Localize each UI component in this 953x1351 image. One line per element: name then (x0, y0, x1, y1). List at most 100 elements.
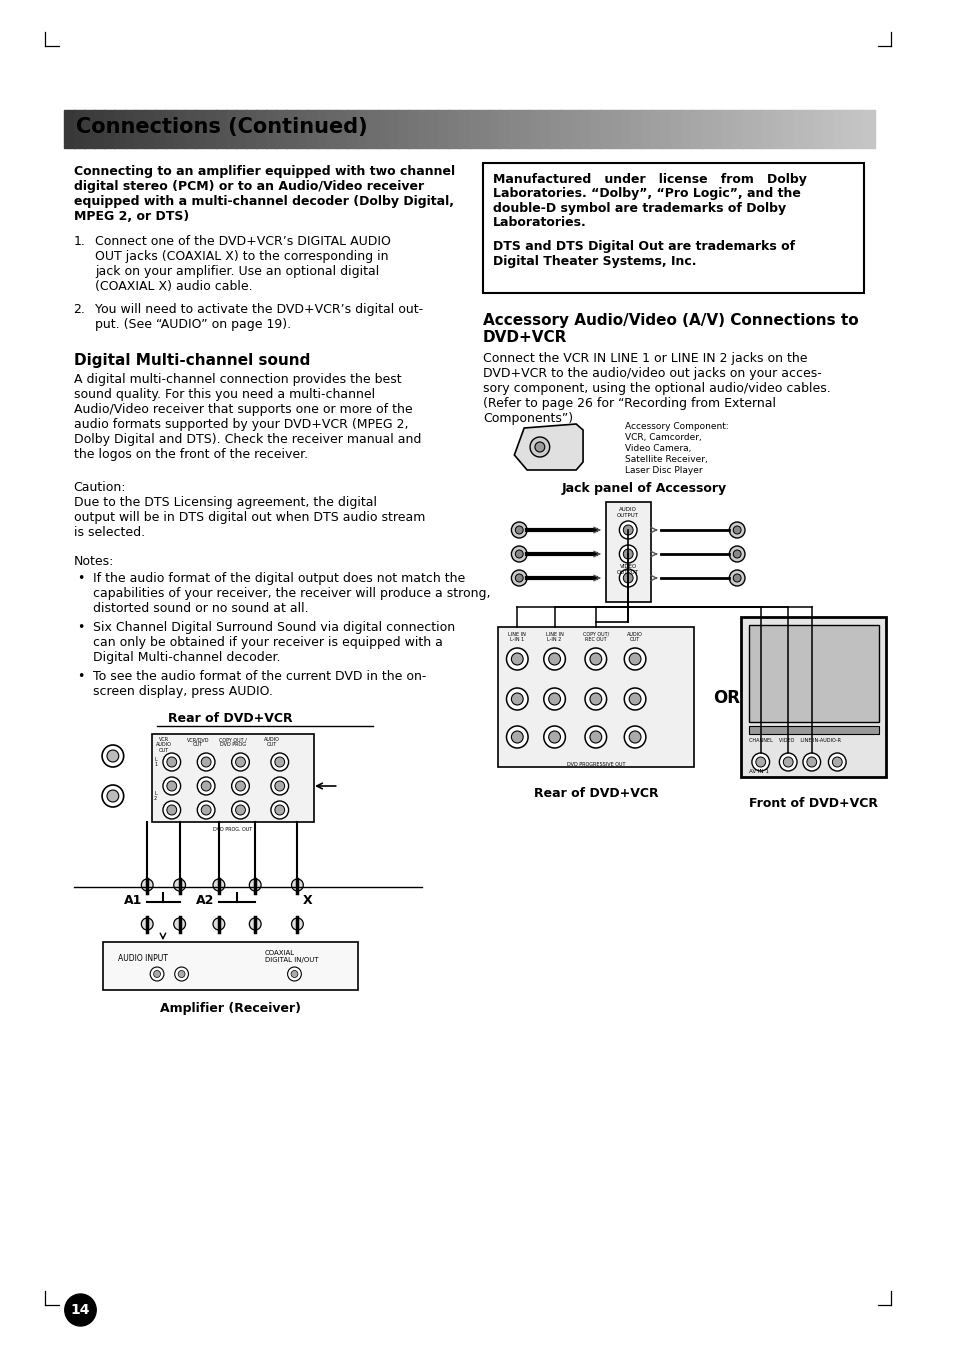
Circle shape (511, 546, 527, 562)
Bar (448, 109, 459, 149)
Bar (152, 734, 314, 821)
Circle shape (506, 725, 528, 748)
Circle shape (802, 753, 820, 771)
Circle shape (827, 753, 845, 771)
Bar (94, 109, 105, 149)
Circle shape (201, 757, 211, 767)
Bar (266, 109, 277, 149)
Bar (185, 109, 196, 149)
Circle shape (107, 790, 118, 802)
Bar (599, 109, 611, 149)
Text: Laser Disc Player: Laser Disc Player (624, 466, 702, 476)
Bar (680, 109, 692, 149)
Bar (751, 109, 762, 149)
Circle shape (629, 731, 640, 743)
Text: distorted sound or no sound at all.: distorted sound or no sound at all. (93, 603, 309, 615)
Circle shape (728, 546, 744, 562)
Bar (605, 503, 650, 603)
Text: Components”): Components”) (482, 412, 573, 426)
Bar (296, 109, 308, 149)
Circle shape (589, 731, 601, 743)
Text: VCR
AUDIO
OUT: VCR AUDIO OUT (156, 738, 172, 753)
Text: Rear of DVD+VCR: Rear of DVD+VCR (168, 712, 293, 725)
Text: DVD PROG. OUT: DVD PROG. OUT (213, 827, 252, 832)
Bar (367, 109, 378, 149)
Text: Rear of DVD+VCR: Rear of DVD+VCR (533, 788, 658, 800)
Circle shape (167, 757, 176, 767)
Bar (336, 109, 348, 149)
Bar (610, 109, 620, 149)
Text: capabilities of your receiver, the receiver will produce a strong,: capabilities of your receiver, the recei… (93, 586, 490, 600)
Circle shape (832, 757, 841, 767)
Text: equipped with a multi-channel decoder (Dolby Digital,: equipped with a multi-channel decoder (D… (73, 195, 453, 208)
Circle shape (213, 880, 225, 892)
Circle shape (232, 801, 249, 819)
Circle shape (274, 805, 284, 815)
Circle shape (584, 648, 606, 670)
Text: To see the audio format of the current DVD in the on-: To see the audio format of the current D… (93, 670, 426, 684)
Bar (497, 627, 693, 767)
Circle shape (511, 731, 522, 743)
Circle shape (622, 526, 633, 535)
Text: screen display, press AUDIO.: screen display, press AUDIO. (93, 685, 273, 698)
Text: DVD PROGRESSIVE OUT: DVD PROGRESSIVE OUT (566, 762, 624, 767)
Text: sound quality. For this you need a multi-channel: sound quality. For this you need a multi… (73, 388, 375, 401)
Bar (103, 942, 358, 990)
Circle shape (235, 781, 245, 790)
Circle shape (511, 653, 522, 665)
Bar (286, 109, 297, 149)
Text: DVD+VCR: DVD+VCR (482, 330, 567, 345)
Bar (478, 109, 490, 149)
Bar (660, 109, 672, 149)
Bar (853, 109, 863, 149)
Bar (114, 109, 126, 149)
Bar (437, 109, 449, 149)
Bar (761, 109, 773, 149)
Circle shape (141, 917, 153, 929)
Circle shape (515, 526, 522, 534)
Circle shape (584, 688, 606, 711)
Circle shape (235, 805, 245, 815)
Text: Caution:: Caution: (73, 481, 126, 494)
Bar (357, 109, 368, 149)
Circle shape (782, 757, 792, 767)
Circle shape (167, 805, 176, 815)
Bar (235, 109, 247, 149)
Bar (509, 109, 519, 149)
Text: AUDIO INPUT: AUDIO INPUT (117, 954, 168, 963)
Bar (215, 109, 227, 149)
Bar (205, 109, 216, 149)
Bar (832, 109, 843, 149)
Circle shape (548, 731, 560, 743)
Bar (748, 626, 878, 721)
Bar (175, 109, 186, 149)
Bar (741, 109, 752, 149)
Text: OUT jacks (COAXIAL X) to the corresponding in: OUT jacks (COAXIAL X) to the correspondi… (95, 250, 388, 263)
Text: Accessory Component:: Accessory Component: (624, 422, 728, 431)
Bar (255, 109, 267, 149)
Bar (276, 109, 287, 149)
Text: •: • (77, 621, 85, 634)
Text: LINE IN
L-IN 2: LINE IN L-IN 2 (545, 632, 563, 642)
Text: Accessory Audio/Video (A/V) Connections to: Accessory Audio/Video (A/V) Connections … (482, 313, 858, 328)
Text: digital stereo (PCM) or to an Audio/Video receiver: digital stereo (PCM) or to an Audio/Vide… (73, 180, 423, 193)
Text: MPEG 2, or DTS): MPEG 2, or DTS) (73, 209, 189, 223)
Text: AUDIO
OUT: AUDIO OUT (626, 632, 642, 642)
Circle shape (506, 688, 528, 711)
Circle shape (235, 757, 245, 767)
Circle shape (163, 801, 180, 819)
Circle shape (232, 753, 249, 771)
Text: Audio/Video receiver that supports one or more of the: Audio/Video receiver that supports one o… (73, 403, 412, 416)
Bar (125, 109, 135, 149)
Text: Dolby Digital and DTS). Check the receiver manual and: Dolby Digital and DTS). Check the receiv… (73, 434, 420, 446)
Circle shape (163, 753, 180, 771)
Polygon shape (514, 424, 582, 470)
Bar (569, 109, 580, 149)
Bar (145, 109, 155, 149)
Text: L
1: L 1 (154, 757, 157, 767)
Circle shape (511, 693, 522, 705)
Circle shape (197, 777, 214, 794)
Circle shape (733, 574, 740, 582)
Circle shape (153, 970, 160, 978)
Circle shape (167, 781, 176, 790)
